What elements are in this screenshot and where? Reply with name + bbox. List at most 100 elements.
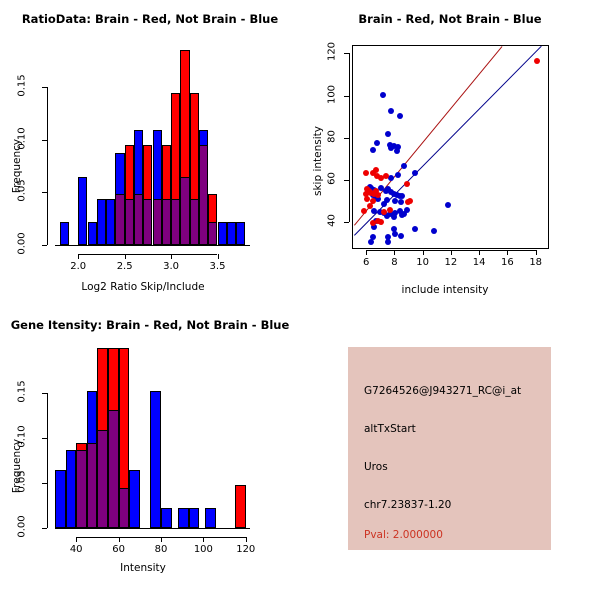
histogram-bar-overlap bbox=[118, 488, 130, 528]
scatter-point-not-brain bbox=[378, 185, 385, 192]
scatter-point-not-brain bbox=[385, 186, 392, 193]
scatter-point-not-brain bbox=[390, 226, 397, 233]
scatter-y-axis-tick-label: 60 bbox=[326, 171, 338, 185]
ratio-histogram-plot-area: 0.00 0.05 0.10 0.15 2.0 2.5 3.0 3.5 bbox=[17, 45, 250, 272]
scatter-x-axis-tick bbox=[479, 250, 481, 255]
scatter-x-axis-tick bbox=[450, 250, 452, 255]
scatter-y-axis-tick-label: 80 bbox=[326, 129, 338, 143]
scatter-point-not-brain bbox=[371, 208, 378, 215]
histogram-bar-overlap bbox=[171, 198, 181, 245]
histogram-bar-overlap bbox=[152, 198, 162, 245]
histogram-bar-not-brain bbox=[96, 198, 107, 245]
scatter-point-not-brain bbox=[390, 142, 397, 149]
scatter-x-axis-tick-label: 8 bbox=[391, 257, 398, 268]
scatter-point-brain bbox=[403, 180, 410, 187]
y-axis-tick bbox=[42, 528, 47, 529]
y-axis-line bbox=[47, 87, 48, 245]
y-axis-tick bbox=[42, 393, 47, 394]
scatter-point-not-brain bbox=[399, 212, 406, 219]
x-axis-baseline bbox=[55, 528, 250, 529]
scatter-x-axis-tick bbox=[366, 250, 368, 255]
y-axis-tick bbox=[42, 438, 47, 439]
scatter-point-not-brain bbox=[390, 214, 397, 221]
scatter-point-not-brain bbox=[398, 198, 405, 205]
histogram-bar-overlap bbox=[189, 198, 199, 245]
scatter-point-not-brain bbox=[412, 226, 419, 233]
scatter-point-brain bbox=[364, 195, 371, 202]
scatter-point-not-brain bbox=[392, 210, 399, 217]
ratio-histogram-panel: RatioData: Brain - Red, Not Brain - Blue… bbox=[0, 0, 300, 300]
scatter-point-not-brain bbox=[385, 238, 392, 245]
y-axis-line bbox=[47, 393, 48, 528]
scatter-x-axis-tick-label: 12 bbox=[444, 257, 458, 268]
x-axis-tick-label: 100 bbox=[193, 544, 213, 555]
x-axis-tick bbox=[124, 254, 126, 259]
scatter-x-axis-tick bbox=[394, 250, 396, 255]
histogram-bar-not-brain bbox=[236, 221, 246, 245]
histogram-bar-not-brain bbox=[177, 508, 189, 528]
scatter-point-not-brain bbox=[374, 139, 381, 146]
scatter-point-not-brain bbox=[369, 147, 376, 154]
histogram-bar-overlap bbox=[208, 221, 218, 245]
scatter-point-not-brain bbox=[403, 207, 410, 214]
histogram-bar-not-brain bbox=[55, 469, 66, 528]
y-axis-tick-label: 0.00 bbox=[16, 232, 28, 255]
x-axis-tick-label: 60 bbox=[112, 544, 125, 555]
scatter-point-not-brain bbox=[388, 174, 395, 181]
x-axis-line bbox=[78, 254, 218, 255]
gene-intensity-histogram-panel: Gene Itensity: Brain - Red, Not Brain - … bbox=[0, 300, 300, 600]
gene-info-panel: G7264526@J943271_RC@i_at altTxStart Uros… bbox=[348, 347, 551, 550]
y-axis-tick-label: 0.05 bbox=[16, 470, 28, 493]
histogram-bar-not-brain bbox=[59, 221, 69, 245]
histogram-bar-not-brain bbox=[78, 176, 88, 245]
x-axis-tick bbox=[245, 537, 247, 542]
scatter-point-brain bbox=[369, 219, 376, 226]
x-axis-tick-label: 2.5 bbox=[116, 261, 133, 272]
scatter-point-not-brain bbox=[368, 238, 375, 245]
histogram-bar-overlap bbox=[97, 429, 108, 528]
scatter-point-brain bbox=[374, 173, 381, 180]
scatter-point-not-brain bbox=[375, 195, 382, 202]
histogram-bar-overlap bbox=[180, 176, 190, 245]
info-line-gene-symbol: Uros bbox=[364, 461, 388, 473]
scatter-y-axis-tick bbox=[344, 95, 349, 97]
scatter-point-not-brain bbox=[393, 148, 400, 155]
scatter-point-not-brain bbox=[383, 213, 390, 220]
scatter-point-brain bbox=[381, 209, 388, 216]
gene-intensity-histogram-xlabel: Intensity bbox=[120, 562, 166, 574]
histogram-bar-not-brain bbox=[217, 221, 227, 245]
histogram-bar-overlap bbox=[198, 145, 209, 245]
y-axis-tick bbox=[42, 139, 47, 141]
scatter-point-not-brain bbox=[369, 234, 376, 241]
x-axis-tick-label: 120 bbox=[236, 544, 256, 555]
intensity-scatter-ylabel: skip intensity bbox=[312, 126, 324, 196]
x-axis-tick-label: 2.0 bbox=[70, 261, 87, 272]
scatter-point-not-brain bbox=[399, 193, 406, 200]
histogram-bar-overlap bbox=[115, 194, 125, 245]
scatter-point-not-brain bbox=[392, 197, 399, 204]
x-axis-tick bbox=[118, 537, 120, 542]
histogram-bar-not-brain bbox=[129, 469, 140, 528]
scatter-point-not-brain bbox=[444, 201, 451, 208]
scatter-y-axis-tick-label: 120 bbox=[326, 42, 338, 62]
scatter-point-not-brain bbox=[412, 170, 419, 177]
intensity-scatter-panel: Brain - Red, Not Brain - Blue skip inten… bbox=[300, 0, 600, 300]
histogram-bar-overlap bbox=[161, 198, 172, 245]
gene-intensity-histogram-title: Gene Itensity: Brain - Red, Not Brain - … bbox=[10, 318, 290, 332]
scatter-point-not-brain bbox=[379, 92, 386, 99]
ratio-histogram-xlabel: Log2 Ratio Skip/Include bbox=[81, 281, 205, 293]
scatter-x-axis-tick-label: 18 bbox=[529, 257, 543, 268]
y-axis-tick-label: 0.05 bbox=[16, 179, 28, 202]
scatter-y-axis-line bbox=[349, 53, 350, 222]
scatter-y-axis-tick-label: 40 bbox=[326, 213, 338, 227]
info-line-probe-id: G7264526@J943271_RC@i_at bbox=[364, 385, 522, 397]
x-axis-tick bbox=[78, 254, 80, 259]
histogram-bar-overlap bbox=[133, 194, 144, 245]
histogram-bar-brain bbox=[235, 484, 246, 528]
scatter-point-brain bbox=[382, 173, 389, 180]
scatter-point-not-brain bbox=[371, 223, 378, 230]
x-axis-tick-label: 3.5 bbox=[209, 261, 226, 272]
info-line-pval: Pval: 2.000000 bbox=[364, 529, 443, 541]
scatter-x-axis-tick-label: 6 bbox=[362, 257, 370, 268]
histogram-bar-not-brain bbox=[150, 391, 161, 528]
